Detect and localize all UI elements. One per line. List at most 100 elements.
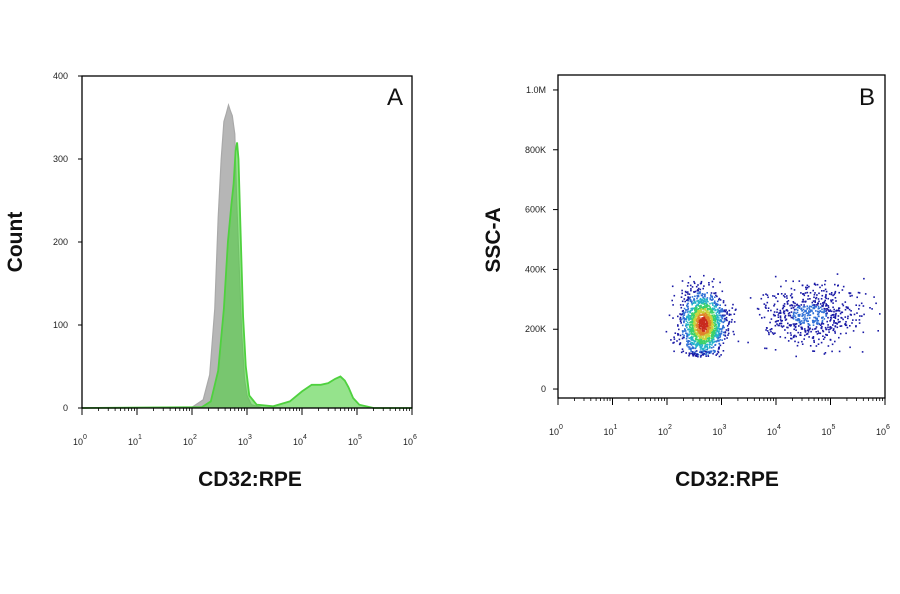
histogram-y-axis-title: Count xyxy=(4,212,27,273)
scatter-point xyxy=(777,314,780,316)
histogram-panel-a: 0 100 200 300 400 100 101 102 103 104 105 106 A CD… xyxy=(4,71,417,491)
scatter-point xyxy=(836,273,839,275)
scatter-point xyxy=(766,330,769,332)
scatter-point xyxy=(834,292,836,294)
scatter-point xyxy=(720,332,723,335)
scatter-point xyxy=(699,299,701,301)
scatter-point xyxy=(806,317,808,320)
scatter-point xyxy=(731,318,733,321)
scatter-point xyxy=(690,331,693,334)
scatter-point xyxy=(717,324,720,326)
scatter-point xyxy=(708,319,710,322)
scatter-point xyxy=(780,322,783,325)
scatter-point xyxy=(770,330,772,333)
scatter-point xyxy=(716,336,718,339)
scatter-point xyxy=(693,318,696,320)
scatter-point xyxy=(699,343,701,346)
scatter-point xyxy=(761,317,763,319)
scatter-point xyxy=(694,350,697,353)
scatter-point xyxy=(686,305,688,307)
scatter-point xyxy=(841,303,844,305)
scatter-point xyxy=(856,312,858,314)
scatter-point xyxy=(712,352,714,355)
scatter-point xyxy=(782,304,785,307)
scatter-point xyxy=(791,304,794,307)
scatter-point xyxy=(793,328,795,331)
scatter-point xyxy=(697,316,700,318)
scatter-point xyxy=(717,334,719,336)
scatter-point xyxy=(701,327,704,329)
scatter-point xyxy=(749,297,752,299)
scatter-point xyxy=(833,328,835,330)
scatter-point xyxy=(806,291,809,294)
scatter-point xyxy=(816,304,819,306)
scatter-point xyxy=(717,337,720,339)
scatter-point xyxy=(695,334,697,337)
scatter-point xyxy=(844,308,847,311)
scatter-point xyxy=(805,333,808,336)
scatter-point xyxy=(687,296,689,299)
scatter-point xyxy=(767,296,769,299)
scatter-point xyxy=(787,314,790,317)
scatter-point xyxy=(696,338,699,341)
scatter-point xyxy=(707,315,709,318)
scatter-point xyxy=(686,343,688,346)
scatter-point xyxy=(708,305,711,307)
scatter-point xyxy=(705,353,707,355)
scatter-point xyxy=(823,353,826,355)
scatter-point xyxy=(705,335,708,337)
scatter-point xyxy=(705,324,708,327)
scatter-point xyxy=(698,321,701,323)
scatter-point xyxy=(719,335,722,337)
scatter-point xyxy=(816,317,818,320)
scatter-point xyxy=(810,306,813,308)
scatter-point xyxy=(703,285,705,287)
scatter-point xyxy=(808,323,810,326)
scatter-point xyxy=(763,303,766,305)
scatter-point xyxy=(694,318,697,320)
scatter-point xyxy=(702,297,705,299)
scatter-point xyxy=(687,328,689,331)
scatter-point xyxy=(820,306,822,309)
scatter-point xyxy=(706,339,708,342)
scatter-point xyxy=(813,282,816,285)
scatter-point xyxy=(822,329,824,332)
scatter-point xyxy=(817,319,820,322)
scatter-point xyxy=(721,308,723,310)
scatter-point xyxy=(672,317,674,319)
scatter-point xyxy=(825,328,828,331)
scatter-point xyxy=(697,294,700,297)
scatter-point xyxy=(679,313,681,315)
scatter-point xyxy=(679,316,682,319)
scatter-point xyxy=(816,320,819,322)
scatter-point xyxy=(719,299,722,301)
scatter-point xyxy=(792,315,795,318)
scatter-point xyxy=(714,344,716,346)
scatter-point xyxy=(809,310,811,313)
scatter-point xyxy=(817,298,820,300)
scatter-point xyxy=(811,328,814,331)
scatter-point xyxy=(698,311,701,314)
scatter-point xyxy=(697,327,700,329)
scatter-point xyxy=(799,321,802,323)
scatter-point xyxy=(718,355,721,358)
scatter-point xyxy=(787,300,790,302)
scatter-point xyxy=(698,318,701,320)
scatter-point xyxy=(695,315,697,318)
scatter-point xyxy=(711,302,714,305)
scatter-point xyxy=(696,353,699,356)
scatter-point xyxy=(807,295,810,297)
scatter-point xyxy=(680,296,683,298)
scatter-point xyxy=(718,311,721,313)
scatter-point xyxy=(818,292,820,295)
scatter-point xyxy=(800,307,803,310)
scatter-point xyxy=(682,331,684,333)
scatter-point xyxy=(834,283,836,286)
scatter-point xyxy=(693,335,695,337)
scatter-point xyxy=(820,323,823,325)
scatter-point xyxy=(677,315,679,318)
scatter-point xyxy=(677,324,679,326)
scatter-point xyxy=(858,308,860,310)
scatter-point xyxy=(801,313,804,315)
scatter-point xyxy=(832,329,834,332)
